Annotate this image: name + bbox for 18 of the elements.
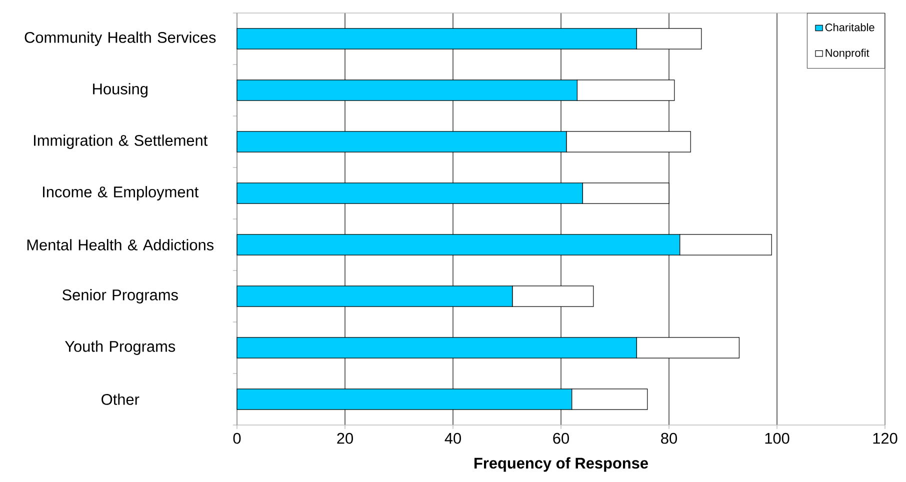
y-tick-label: Mental Health & Addictions bbox=[27, 239, 214, 250]
y-tick-label: Other bbox=[102, 394, 140, 405]
legend-label: Charitable bbox=[825, 23, 874, 32]
y-tick-label: Senior Programs bbox=[62, 289, 178, 304]
y-tick-label: Community Health Services bbox=[24, 32, 216, 46]
x-tick-label: 20 bbox=[337, 432, 353, 444]
y-tick-label: Immigration & Settlement bbox=[34, 134, 208, 149]
x-tick-label: 60 bbox=[553, 432, 569, 444]
y-tick-label: Income & Employment bbox=[43, 186, 199, 200]
legend-label: Nonprofit bbox=[826, 48, 870, 59]
x-tick-label: 0 bbox=[233, 432, 241, 444]
x-tick-label: 40 bbox=[444, 432, 461, 444]
x-tick-label: 80 bbox=[661, 432, 677, 444]
y-tick-label: Housing bbox=[93, 83, 148, 98]
x-tick-label: 120 bbox=[873, 432, 898, 444]
x-tick-label: 100 bbox=[765, 432, 790, 444]
x-axis-title: Frequency of Response bbox=[474, 457, 648, 472]
y-tick-label: Youth Programs bbox=[64, 340, 176, 355]
